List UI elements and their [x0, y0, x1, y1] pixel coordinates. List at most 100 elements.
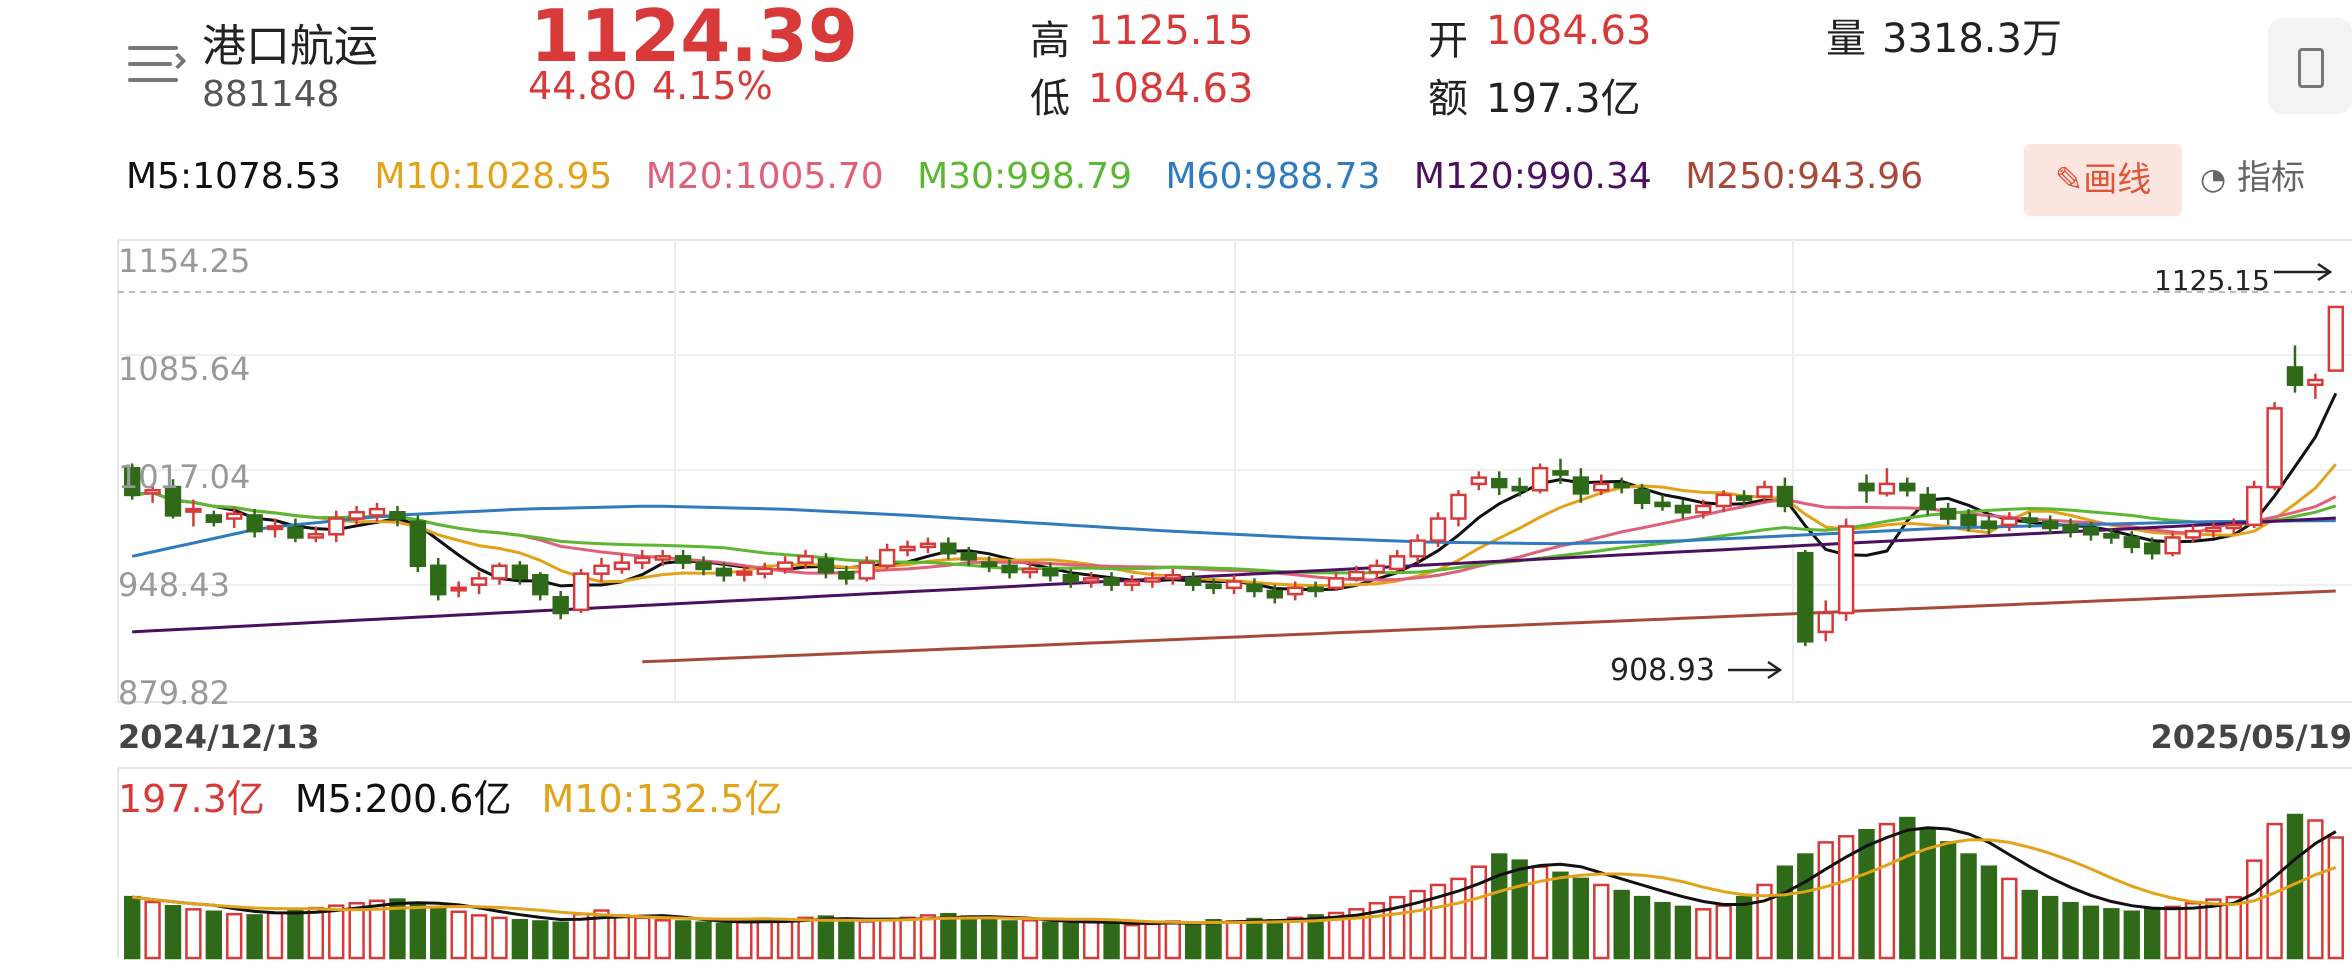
candle-body — [1735, 495, 1753, 501]
candle-body — [2266, 407, 2283, 489]
volume-bar — [2103, 908, 2120, 960]
volume-bar — [695, 921, 712, 960]
volume-bar — [1470, 865, 1488, 960]
volume-bar — [532, 920, 549, 960]
candle-body — [2225, 523, 2242, 530]
volume-bar — [226, 912, 243, 960]
volume-bar — [1674, 905, 1692, 960]
y-tick-label: 1085.64 — [118, 350, 250, 388]
indicator-label: 指标 — [2237, 158, 2305, 198]
volume-bar — [185, 908, 202, 960]
volume-bar — [1531, 865, 1549, 960]
candle-body — [2205, 526, 2222, 533]
candle-body — [1817, 611, 1834, 634]
volume-bar — [1450, 877, 1467, 960]
candle-body — [2245, 485, 2263, 527]
volume-bar — [2327, 836, 2344, 960]
ma120-legend: M120:990.34 — [1413, 156, 1652, 197]
candle-body — [1654, 501, 1671, 508]
candle-body — [266, 525, 284, 531]
volume-bar — [1939, 841, 1957, 960]
volume-bar — [1511, 859, 1528, 960]
ma250-legend: M250:943.96 — [1685, 156, 1924, 197]
candle-body — [1878, 482, 1896, 495]
candle-body — [511, 564, 529, 580]
volume-bar — [1246, 917, 1263, 960]
volume-bar — [1307, 914, 1324, 960]
candle-body — [1960, 514, 1977, 527]
volume-bar — [1021, 919, 1039, 960]
stock-name: 港口航运 — [202, 21, 378, 72]
draw-line-button[interactable]: ✎画线 — [2024, 144, 2182, 216]
volume-bar — [1164, 920, 1181, 960]
candle-body — [389, 511, 406, 520]
candle-body — [205, 514, 223, 523]
volume-bar — [634, 916, 651, 960]
max-arrow-head — [2317, 262, 2333, 282]
volume-bar — [1348, 908, 1365, 960]
candle-body — [328, 517, 345, 536]
candle-body — [1389, 555, 1406, 571]
candle-body — [409, 520, 427, 568]
volume-bar — [368, 899, 386, 960]
volume-bar — [2307, 819, 2324, 960]
volume-bar — [2164, 905, 2181, 960]
candle-body — [185, 507, 202, 513]
candle-body — [1225, 580, 1243, 590]
candle-body — [756, 567, 773, 575]
volume-bar — [348, 901, 365, 960]
volume-bar — [1633, 895, 1651, 960]
candle-body — [470, 577, 488, 586]
pencil-icon: ✎ — [2054, 160, 2084, 200]
ma10-line — [132, 463, 2337, 588]
volume-bar — [817, 915, 835, 960]
volume-bar — [1144, 922, 1161, 960]
volume-bar — [878, 919, 896, 960]
candle-body — [2327, 305, 2344, 372]
candle-body — [960, 551, 977, 561]
candle-body — [1164, 573, 1181, 580]
volume-bar — [246, 914, 263, 960]
candle-body — [858, 561, 875, 580]
list-menu-icon[interactable] — [128, 42, 187, 86]
candle-body — [572, 572, 590, 612]
ma60-line — [131, 504, 2336, 558]
volume-bar — [1327, 911, 1345, 960]
candle-body — [246, 514, 263, 533]
min-annotation: 908.93 — [1610, 653, 1715, 688]
ma5-line — [132, 392, 2338, 592]
indicator-button[interactable]: ◔ 指标 — [2200, 150, 2305, 199]
volume-bar — [1082, 920, 1100, 960]
volume-bar — [1797, 853, 1814, 960]
volume-bar — [1429, 883, 1447, 960]
y-tick-label: 1017.04 — [118, 458, 250, 496]
volume-bar — [1409, 889, 1426, 960]
low-value: 1084.63 — [1088, 66, 1254, 112]
volume-bar — [1062, 922, 1079, 960]
volume-bar — [430, 906, 447, 960]
y-tick-label: 1154.25 — [118, 242, 250, 280]
volume-bar — [858, 920, 875, 960]
volume-bar — [940, 912, 957, 960]
open-value: 1084.63 — [1486, 8, 1652, 54]
volume-bar — [1919, 828, 1936, 960]
volume-bar — [1776, 865, 1794, 960]
x-end-label: 2025/05/19 — [2151, 718, 2352, 756]
volume-bar — [2001, 877, 2018, 960]
landscape-toggle-button[interactable] — [2268, 18, 2352, 114]
candle-body — [838, 570, 855, 580]
volume-bar — [1389, 895, 1406, 960]
candle-body — [1613, 482, 1630, 489]
candle-body — [1042, 567, 1059, 577]
volume-bar — [572, 912, 590, 960]
volume-bar — [491, 916, 508, 960]
candle-body — [1593, 482, 1610, 492]
volume-bar — [1572, 877, 1590, 960]
volume-bar — [2041, 895, 2059, 960]
candle-body — [1572, 476, 1590, 495]
volume-bar — [450, 910, 467, 960]
volume-bar — [205, 910, 223, 960]
volume-ma10-line — [132, 838, 2337, 925]
volume-bar — [838, 917, 855, 960]
